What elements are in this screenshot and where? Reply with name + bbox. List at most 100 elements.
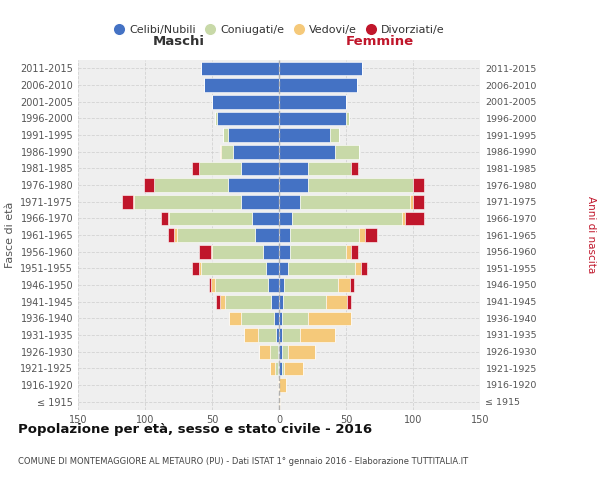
Bar <box>289 345 315 358</box>
Bar <box>221 145 233 158</box>
Bar <box>279 228 290 242</box>
Bar <box>257 328 277 342</box>
Bar <box>228 178 279 192</box>
Bar <box>284 362 303 375</box>
Bar <box>279 62 362 75</box>
Bar <box>279 145 335 158</box>
Bar <box>279 278 284 292</box>
Bar <box>308 162 352 175</box>
Text: COMUNE DI MONTEMAGGIORE AL METAURO (PU) - Dati ISTAT 1° gennaio 2016 - Elaborazi: COMUNE DI MONTEMAGGIORE AL METAURO (PU) … <box>18 458 468 466</box>
Bar <box>259 345 269 358</box>
Bar <box>211 278 215 292</box>
Bar <box>192 262 199 275</box>
Bar <box>217 112 279 125</box>
Bar <box>204 78 279 92</box>
Bar <box>241 312 274 325</box>
Bar <box>279 312 281 325</box>
Bar <box>223 128 228 142</box>
Bar <box>269 345 278 358</box>
Text: Anni di nascita: Anni di nascita <box>586 196 596 274</box>
Bar <box>413 195 424 208</box>
Bar <box>278 345 279 358</box>
Bar <box>359 228 365 242</box>
Bar <box>252 212 279 225</box>
Bar <box>199 262 201 275</box>
Bar <box>350 278 354 292</box>
Bar <box>279 362 281 375</box>
Bar <box>175 228 177 242</box>
Bar <box>281 328 301 342</box>
Bar <box>241 195 279 208</box>
Bar <box>279 95 346 108</box>
Bar <box>274 312 279 325</box>
Bar <box>279 212 292 225</box>
Bar <box>326 295 347 308</box>
Bar <box>269 362 275 375</box>
Bar <box>292 212 402 225</box>
Bar <box>335 145 359 158</box>
Bar <box>365 228 377 242</box>
Bar <box>278 362 279 375</box>
Bar <box>279 378 286 392</box>
Bar <box>275 362 278 375</box>
Bar <box>279 295 283 308</box>
Bar <box>308 178 413 192</box>
Bar <box>255 228 279 242</box>
Bar <box>241 162 279 175</box>
Bar <box>233 145 279 158</box>
Bar <box>192 162 199 175</box>
Bar <box>410 195 413 208</box>
Bar <box>308 312 352 325</box>
Bar <box>361 262 367 275</box>
Bar <box>143 178 154 192</box>
Bar <box>290 245 346 258</box>
Bar <box>244 328 257 342</box>
Bar <box>168 228 175 242</box>
Bar <box>220 295 226 308</box>
Bar <box>279 328 281 342</box>
Bar <box>279 262 289 275</box>
Bar <box>279 245 290 258</box>
Bar <box>279 112 346 125</box>
Bar <box>177 228 255 242</box>
Text: Femmine: Femmine <box>346 36 413 49</box>
Bar <box>338 278 350 292</box>
Bar <box>211 245 212 258</box>
Bar <box>229 312 241 325</box>
Bar <box>226 295 271 308</box>
Bar <box>289 262 355 275</box>
Bar <box>122 195 133 208</box>
Legend: Celibi/Nubili, Coniugati/e, Vedovi/e, Divorziati/e: Celibi/Nubili, Coniugati/e, Vedovi/e, Di… <box>109 20 449 40</box>
Bar <box>279 195 301 208</box>
Bar <box>215 112 217 125</box>
Bar <box>263 245 279 258</box>
Text: Popolazione per età, sesso e stato civile - 2016: Popolazione per età, sesso e stato civil… <box>18 422 372 436</box>
Bar <box>216 295 220 308</box>
Bar <box>301 328 335 342</box>
Bar <box>279 345 281 358</box>
Bar <box>330 128 340 142</box>
Bar <box>352 162 358 175</box>
Bar <box>212 245 263 258</box>
Bar <box>301 195 410 208</box>
Bar <box>169 212 252 225</box>
Bar <box>279 78 357 92</box>
Bar <box>199 245 211 258</box>
Bar <box>201 262 266 275</box>
Bar <box>402 212 405 225</box>
Bar <box>212 95 279 108</box>
Bar <box>413 178 424 192</box>
Bar <box>201 62 279 75</box>
Bar <box>290 228 359 242</box>
Bar <box>279 178 308 192</box>
Bar <box>352 245 358 258</box>
Bar <box>283 295 326 308</box>
Bar <box>134 195 241 208</box>
Bar <box>279 128 330 142</box>
Bar <box>346 245 352 258</box>
Bar <box>347 295 352 308</box>
Bar <box>281 362 284 375</box>
Bar <box>405 212 424 225</box>
Bar <box>268 278 279 292</box>
Bar <box>278 378 279 392</box>
